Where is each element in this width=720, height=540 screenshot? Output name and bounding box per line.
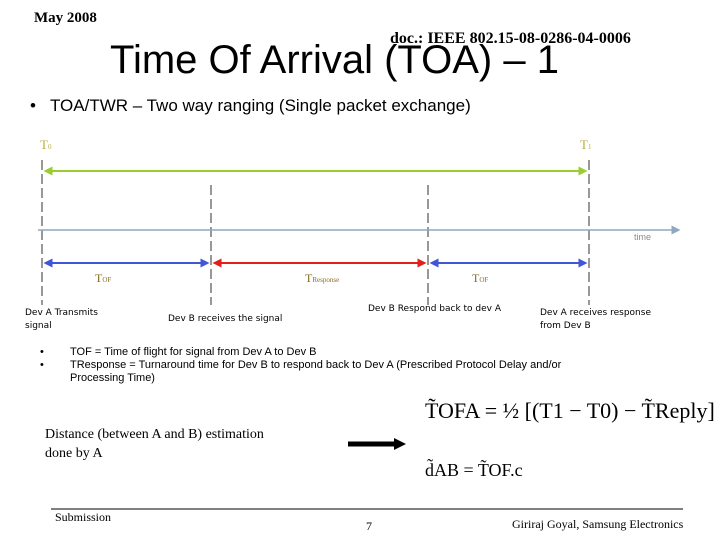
- event-b-responds: Dev B Respond back to dev A: [368, 304, 502, 314]
- t1-label: T1: [580, 137, 592, 152]
- header-doc-id: doc.: IEEE 802.15-08-0286-04-0006: [390, 30, 631, 47]
- time-axis-label: time: [634, 232, 652, 242]
- event-a-transmits: Dev A Transmits signal: [25, 308, 98, 331]
- tresponse-label: TResponse: [305, 271, 340, 285]
- bullet-icon: •: [40, 359, 44, 371]
- t0-label: T0: [40, 137, 52, 152]
- definitions-list: • TOF = Time of flight for signal from De…: [40, 346, 561, 385]
- footer-author: Giriraj Goyal, Samsung Electronics: [512, 517, 684, 531]
- main-bullet: • TOA/TWR – Two way ranging (Single packe…: [30, 96, 471, 116]
- distance-estimation-text: Distance (between A and B) estimation do…: [45, 427, 264, 461]
- formula-distance: d̃AB = T̃OF.c: [425, 460, 523, 480]
- definition-tresponse-cont: Processing Time): [70, 372, 155, 384]
- definition-tresponse: • TResponse = Turnaround time for Dev B t…: [40, 359, 562, 371]
- formula-tof: T̃OFA = ½ [(T1 − T0) − T̃Reply]: [425, 398, 715, 423]
- slide-title: Time Of Arrival (TOA) – 1: [110, 38, 559, 82]
- tof-label-right: TOF: [472, 271, 489, 285]
- bullet-icon: •: [40, 346, 44, 358]
- main-bullet-text: TOA/TWR – Two way ranging (Single packet…: [49, 96, 471, 115]
- bullet-icon: •: [30, 96, 36, 115]
- definition-tof: • TOF = Time of flight for signal from De…: [40, 346, 317, 358]
- event-b-receives: Dev B receives the signal: [168, 314, 283, 324]
- tof-label-left: TOF: [95, 271, 112, 285]
- footer-page-number: 7: [366, 519, 372, 533]
- header-date: May 2008: [34, 10, 97, 26]
- event-a-receives: Dev A receives response from Dev B: [540, 308, 651, 331]
- footer-submission: Submission: [55, 510, 112, 524]
